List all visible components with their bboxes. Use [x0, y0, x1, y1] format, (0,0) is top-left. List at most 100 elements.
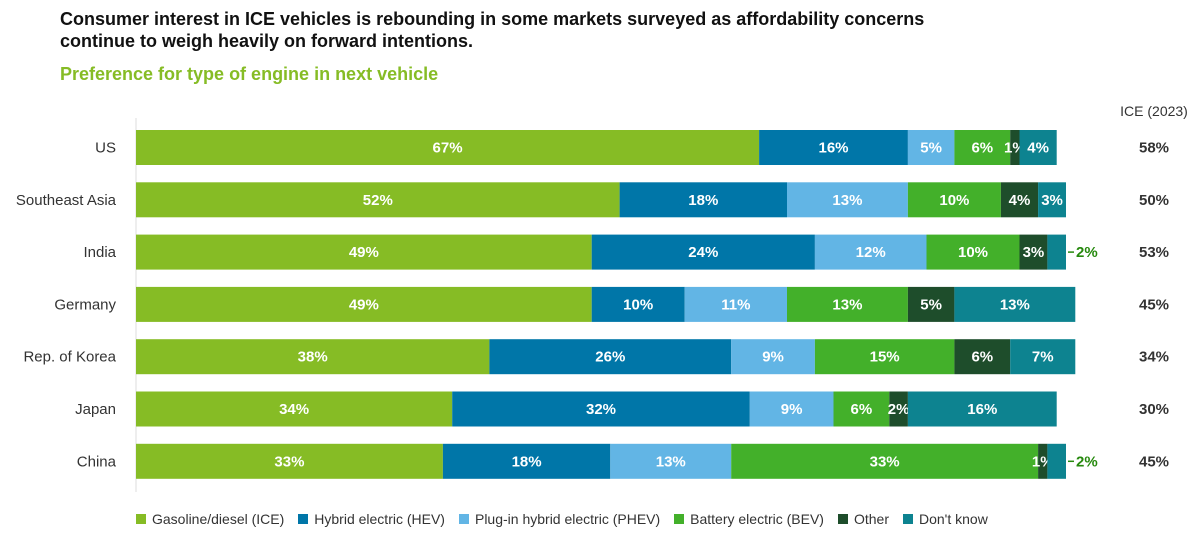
bar-segment	[907, 391, 1057, 427]
data-label: 13%	[832, 296, 862, 313]
data-label: 38%	[298, 349, 328, 366]
legend-item: Other	[837, 511, 889, 527]
data-label: 11%	[721, 296, 750, 313]
bar-segment	[136, 234, 592, 270]
data-label: 9%	[762, 349, 784, 366]
ice-2023-value: 30%	[1139, 401, 1169, 418]
ice-2023-value: 45%	[1139, 453, 1169, 470]
bar-segment	[787, 182, 908, 218]
legend-swatch	[298, 514, 309, 524]
bar-segment	[136, 339, 490, 375]
data-label: 32%	[586, 401, 616, 418]
legend-item: Battery electric (BEV)	[674, 511, 824, 527]
bar-segment	[833, 391, 890, 427]
bar-segment	[926, 234, 1020, 270]
data-label: 2%	[888, 401, 910, 418]
bar-segment	[1010, 130, 1020, 165]
bar-segment	[787, 286, 908, 322]
legend: Gasoline/diesel (ICE) Hybrid electric (HE…	[136, 511, 988, 527]
legend-label: Battery electric (BEV)	[690, 511, 824, 527]
data-label: 3%	[1023, 244, 1045, 261]
ice-2023-value: 53%	[1139, 244, 1169, 261]
bar-segment	[489, 339, 732, 375]
category-label: US	[95, 140, 116, 157]
data-label: 18%	[688, 192, 718, 209]
legend-label: Don't know	[919, 511, 988, 527]
bar-segment	[684, 286, 787, 322]
bar-segment	[1019, 130, 1057, 165]
chart-title: Consumer interest in ICE vehicles is reb…	[60, 9, 925, 51]
bar-segment	[610, 443, 732, 479]
legend-label: Plug-in hybrid electric (PHEV)	[474, 511, 661, 527]
legend-item: Gasoline/diesel (ICE)	[136, 511, 284, 527]
legend-item: Plug-in hybrid electric (PHEV)	[458, 511, 661, 527]
bar-segment	[814, 234, 927, 270]
bar-segment	[907, 182, 1001, 218]
data-label: 67%	[433, 140, 463, 157]
bar-segment	[1019, 234, 1048, 270]
outside-data-label: 2%	[1076, 244, 1098, 261]
bar-segment	[1038, 182, 1066, 218]
bar-segment	[954, 286, 1076, 322]
ice-2023-value: 50%	[1139, 192, 1169, 209]
bar-segment	[954, 339, 1011, 375]
data-label: 10%	[939, 192, 969, 209]
bar-segment	[731, 443, 1039, 479]
bar-segment	[907, 130, 955, 165]
data-label: 5%	[920, 140, 942, 157]
data-label: 52%	[363, 192, 393, 209]
data-label: 4%	[1027, 140, 1049, 157]
data-label: 9%	[781, 401, 803, 418]
data-label: 15%	[870, 349, 900, 366]
data-label: 13%	[1000, 296, 1030, 313]
data-label: 26%	[595, 349, 625, 366]
bar-segment	[136, 391, 453, 427]
legend-label: Gasoline/diesel (ICE)	[152, 511, 285, 527]
stacked-bar-chart: ICE (2023)US 67% 16% 5% 6% 1% 4% 58%Southeast A…	[16, 103, 1188, 492]
data-label: 24%	[688, 244, 718, 261]
category-label: Japan	[75, 401, 116, 418]
ice-2023-value: 34%	[1139, 349, 1169, 366]
bar-segment	[889, 391, 908, 427]
bar-segment	[619, 182, 787, 218]
data-label: 18%	[512, 453, 542, 470]
data-label: 33%	[274, 453, 304, 470]
legend-swatch	[136, 514, 146, 524]
legend-item: Hybrid electric (HEV)	[298, 511, 445, 527]
bar-segment	[954, 130, 1011, 165]
bar-segment	[136, 443, 443, 479]
data-label: 4%	[1009, 192, 1031, 209]
data-label: 6%	[971, 349, 993, 366]
outside-data-label: 2%	[1076, 453, 1098, 470]
data-label: 33%	[870, 453, 900, 470]
bar-segment	[442, 443, 611, 479]
chart-subtitle: Preference for type of engine in next ve…	[60, 64, 439, 84]
legend-swatch	[903, 514, 913, 524]
data-label: 49%	[349, 244, 379, 261]
ice-2023-value: 58%	[1139, 140, 1169, 157]
ice-2023-value: 45%	[1139, 296, 1169, 313]
legend-swatch	[837, 514, 848, 524]
bar-segment	[731, 339, 815, 375]
data-label: 10%	[958, 244, 988, 261]
bar-segment	[452, 391, 750, 427]
data-label: 34%	[279, 401, 309, 418]
bar-segment	[1000, 182, 1039, 218]
bar-segment	[749, 391, 834, 427]
bar-segment	[591, 234, 815, 270]
data-label: 7%	[1032, 349, 1054, 366]
category-label: India	[83, 244, 116, 261]
bar-segment	[1047, 443, 1066, 479]
bar-segment	[591, 286, 685, 322]
bar-segment	[1010, 339, 1076, 375]
category-label: Southeast Asia	[16, 192, 117, 209]
bar-segment	[136, 182, 620, 218]
data-label: 5%	[920, 296, 942, 313]
data-label: 13%	[656, 453, 686, 470]
data-label: 12%	[856, 244, 886, 261]
category-label: China	[77, 453, 117, 470]
bar-segment	[1047, 234, 1066, 270]
data-label: 6%	[971, 140, 993, 157]
data-label: 13%	[832, 192, 862, 209]
category-label: Rep. of Korea	[23, 349, 116, 366]
